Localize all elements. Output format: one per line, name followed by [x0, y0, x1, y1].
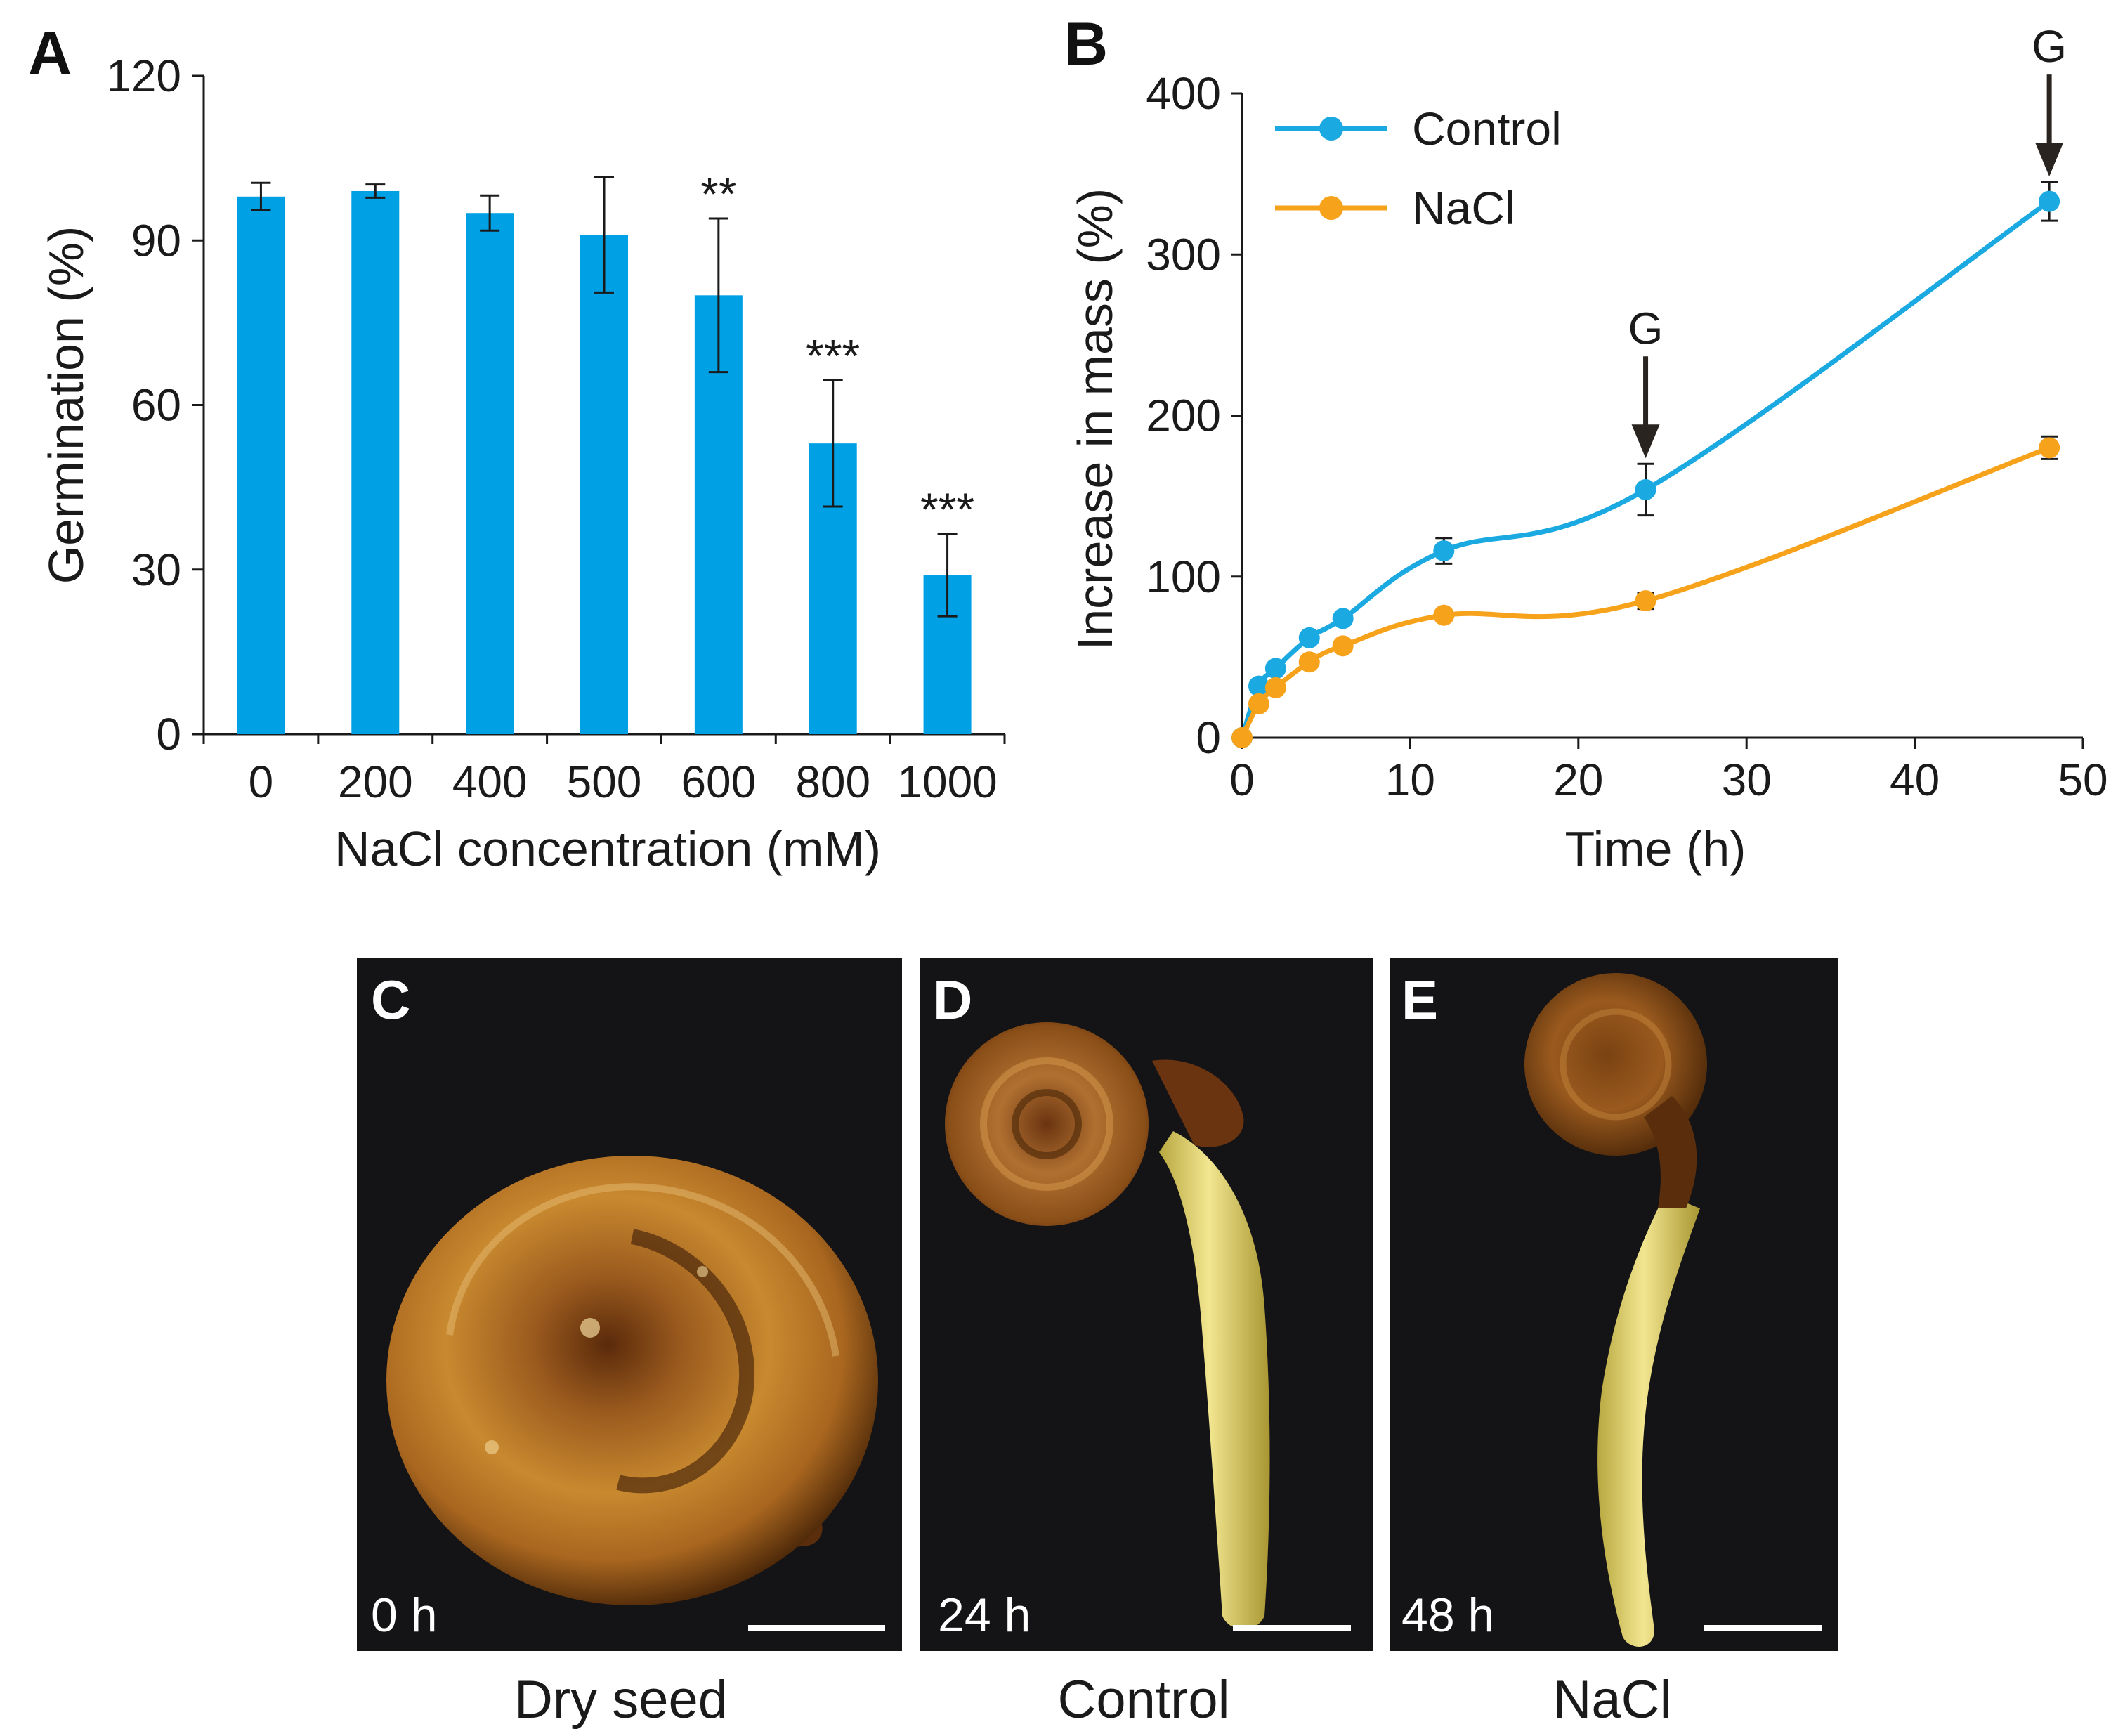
y-tick-label: 90	[131, 215, 181, 266]
photo-panel-d: D 24 h	[920, 958, 1373, 1651]
data-point-nacl	[1231, 727, 1253, 748]
y-axis-title: Increase in mass (%)	[1068, 188, 1123, 650]
data-point-nacl	[1298, 651, 1320, 673]
data-point-control	[1635, 478, 1656, 500]
significance-label: **	[700, 168, 736, 220]
dry-seed-image	[386, 1156, 878, 1605]
significance-label: ***	[920, 483, 974, 535]
annotation-label: G	[1628, 303, 1664, 353]
panel-b: B 0 100 200 300 400 0 10 20 30 40 50 Control NaCl G G T…	[1064, 11, 2108, 876]
photo-time-c: 0 h	[371, 1588, 438, 1642]
bar-0	[237, 196, 285, 734]
x-tick-label: 200	[338, 757, 413, 807]
x-axis-title: Time (h)	[1565, 821, 1746, 876]
x-tick-label: 0	[249, 757, 274, 807]
y-tick-label: 0	[156, 709, 181, 759]
data-point-control	[1298, 627, 1320, 648]
photo-panel-e: E 48 h	[1390, 958, 1838, 1651]
x-tick-label: 30	[1722, 755, 1772, 805]
data-point-control	[1433, 540, 1455, 562]
x-tick-label: 50	[2058, 755, 2107, 805]
data-point-nacl	[1332, 635, 1354, 657]
data-point-nacl	[1433, 604, 1455, 626]
panel-letter-a: A	[28, 20, 72, 87]
germinated-seed-nacl-image	[1524, 973, 1707, 1647]
panel-letter-b: B	[1064, 11, 1108, 78]
x-tick-label: 10	[1385, 755, 1435, 805]
x-tick-label: 500	[567, 757, 642, 807]
photo-time-e: 48 h	[1401, 1588, 1494, 1642]
annotation-arrow-head	[1631, 424, 1660, 459]
x-tick-label: 800	[795, 757, 870, 807]
legend-marker-nacl	[1319, 196, 1343, 220]
x-tick-label: 0	[1229, 755, 1255, 805]
caption-e: NaCl	[1553, 1670, 1672, 1730]
data-point-control	[1248, 675, 1269, 697]
x-tick-label: 20	[1553, 755, 1603, 805]
germinated-seed-control-image	[945, 1022, 1270, 1629]
y-tick-label: 400	[1146, 68, 1221, 119]
photo-letter-c: C	[371, 969, 410, 1031]
x-tick-label: 1000	[897, 757, 997, 807]
x-tick-label: 400	[452, 757, 528, 807]
bar-chart-germination: 0 30 60 90 120 0 200 400 500 600 ** 800 *** 1000 *** Na…	[39, 51, 1006, 876]
scale-bar	[1704, 1625, 1822, 1631]
data-point-nacl	[2039, 437, 2060, 459]
photo-letter-d: D	[933, 969, 972, 1031]
photo-panel-c: C 0 h	[357, 958, 902, 1651]
legend-label-control: Control	[1412, 103, 1562, 155]
y-tick-label: 120	[106, 51, 181, 101]
y-tick-label: 100	[1146, 552, 1221, 602]
x-tick-label: 40	[1890, 755, 1940, 805]
photo-time-d: 24 h	[938, 1588, 1031, 1642]
x-axis-title: NaCl concentration (mM)	[334, 821, 881, 876]
bar-500	[580, 235, 628, 735]
data-point-nacl	[1248, 693, 1269, 714]
annotation-arrow-head	[2035, 143, 2064, 177]
data-point-nacl	[1635, 590, 1656, 612]
annotation-label: G	[2032, 21, 2067, 72]
line-chart-mass-increase: 0 100 200 300 400 0 10 20 30 40 50 Control NaCl G G Tim…	[1068, 21, 2108, 876]
scale-bar	[1233, 1625, 1351, 1631]
panel-a: A 0 30 60 90 120 0 200 400 500 600 ** 800 *** 1000 ***…	[28, 20, 1006, 876]
data-point-nacl	[1264, 677, 1286, 698]
y-tick-label: 200	[1146, 391, 1221, 441]
legend-label-nacl: NaCl	[1412, 182, 1515, 234]
bar-400	[466, 213, 514, 734]
y-tick-label: 300	[1146, 229, 1221, 280]
y-tick-label: 30	[131, 544, 181, 595]
y-axis-title: Germination (%)	[39, 226, 93, 585]
x-tick-label: 600	[681, 757, 756, 807]
caption-c: Dry seed	[514, 1670, 728, 1730]
legend-marker-control	[1319, 117, 1343, 141]
significance-label: ***	[806, 329, 860, 381]
data-point-control	[2039, 190, 2060, 212]
bar-200	[351, 190, 400, 735]
photo-letter-e: E	[1401, 969, 1438, 1031]
scale-bar	[748, 1625, 885, 1631]
caption-d: Control	[1058, 1670, 1230, 1730]
y-tick-label: 0	[1196, 712, 1221, 763]
data-point-control	[1264, 658, 1286, 679]
data-point-control	[1332, 608, 1354, 629]
y-tick-label: 60	[131, 380, 181, 431]
